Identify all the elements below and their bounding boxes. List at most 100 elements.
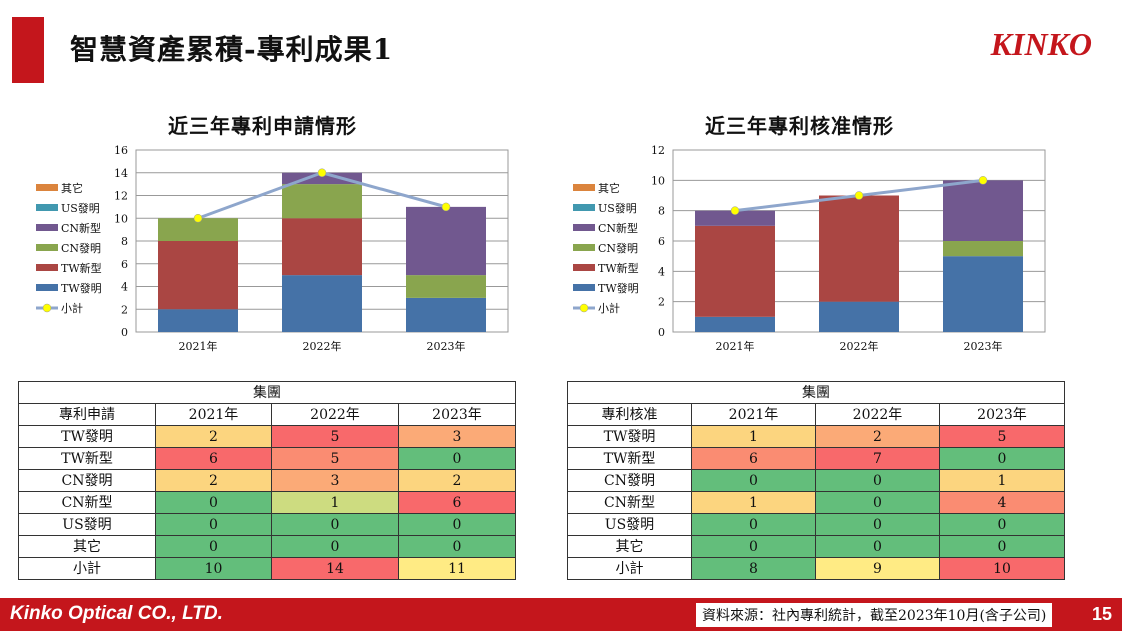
- x-tick-label: 2023年: [964, 339, 1003, 353]
- legend-swatch: [36, 184, 58, 191]
- row-label: US發明: [18, 513, 156, 536]
- legend-swatch: [36, 264, 58, 271]
- grants-table: 集團 專利核准 2021年 2022年 2023年 TW發明 1 2 5 TW新型 6 7 0 CN發明 0…: [567, 381, 1065, 580]
- corner-header: 專利核准: [567, 403, 692, 426]
- legend-label: CN新型: [598, 221, 638, 235]
- total-marker: [978, 176, 988, 185]
- value-cell: 8: [691, 557, 816, 580]
- row-label: 其它: [567, 535, 692, 558]
- applications-chart: 0 2 4 6 8 10 12 14 16 2021年 2022年 2023年 其它 US發明 CN新型 CN…: [36, 144, 509, 353]
- bar-segment: [406, 297, 486, 332]
- table-row: 其它 0 0 0: [18, 535, 516, 558]
- y-tick-label: 12: [651, 144, 665, 157]
- table-row: US發明 0 0 0: [567, 513, 1065, 536]
- table-row: TW發明 1 2 5: [567, 425, 1065, 448]
- y-tick-label: 16: [114, 144, 128, 157]
- y-tick-label: 4: [658, 265, 665, 278]
- value-cell: 0: [691, 469, 816, 492]
- y-tick-label: 6: [658, 235, 665, 248]
- y-tick-label: 8: [121, 235, 128, 248]
- group-header-row: 集團: [567, 381, 1065, 404]
- value-cell: 3: [398, 425, 516, 448]
- value-cell: 0: [398, 513, 516, 536]
- corner-header: 專利申請: [18, 403, 156, 426]
- value-cell: 10: [939, 557, 1065, 580]
- value-cell: 6: [155, 447, 272, 470]
- bar-segment: [695, 225, 775, 317]
- total-marker: [441, 202, 451, 212]
- page-title: 智慧資產累積-專利成果1: [70, 33, 394, 66]
- x-tick-label: 2023年: [427, 339, 466, 353]
- table-row: 小計 10 14 11: [18, 557, 516, 580]
- row-label: CN新型: [567, 491, 692, 514]
- row-label: TW新型: [18, 447, 156, 470]
- x-tick-label: 2022年: [840, 339, 879, 353]
- table-row: CN發明 0 0 1: [567, 469, 1065, 492]
- row-label: US發明: [567, 513, 692, 536]
- value-cell: 0: [691, 535, 816, 558]
- table-row: CN新型 1 0 4: [567, 491, 1065, 514]
- value-cell: 0: [939, 535, 1065, 558]
- bar-segment: [282, 184, 362, 219]
- row-label: TW新型: [567, 447, 692, 470]
- row-label: CN新型: [18, 491, 156, 514]
- total-marker: [317, 168, 327, 177]
- value-cell: 14: [271, 557, 399, 580]
- value-cell: 0: [815, 535, 940, 558]
- group-header: 集團: [567, 381, 1065, 404]
- value-cell: 0: [155, 491, 272, 514]
- y-tick-label: 12: [114, 190, 128, 203]
- grants-chart: 0 2 4 6 8 10 12 2021年 2022年 2023年 其它 US發明 CN新型 CN發明 TW…: [573, 144, 1046, 353]
- x-tick-label: 2021年: [179, 339, 218, 353]
- value-cell: 0: [271, 513, 399, 536]
- kinko-logo: KINKO: [990, 26, 1092, 62]
- applications-table: 集團 專利申請 2021年 2022年 2023年 TW發明 2 5 3 TW新型 6 5 0 CN發明 2…: [18, 381, 516, 580]
- table-row: TW發明 2 5 3: [18, 425, 516, 448]
- footer-bar: Kinko Optical CO., LTD. 資料來源：社內專利統計，截至20…: [0, 598, 1122, 631]
- group-header-row: 集團: [18, 381, 516, 404]
- value-cell: 11: [398, 557, 516, 580]
- value-cell: 0: [155, 535, 272, 558]
- y-tick-label: 8: [658, 205, 665, 218]
- year-header: 2021年: [155, 403, 272, 426]
- value-cell: 5: [271, 425, 399, 448]
- year-header: 2022年: [271, 403, 399, 426]
- value-cell: 10: [155, 557, 272, 580]
- value-cell: 2: [155, 425, 272, 448]
- bar-segment: [943, 256, 1023, 332]
- legend-swatch: [36, 284, 58, 291]
- year-header: 2022年: [815, 403, 940, 426]
- value-cell: 5: [271, 447, 399, 470]
- data-source-note: 資料來源：社內專利統計，截至2023年10月(含子公司): [696, 603, 1053, 627]
- bar-segment: [695, 210, 775, 226]
- legend-label: TW新型: [61, 261, 102, 275]
- bar-segment: [406, 206, 486, 276]
- legend-label: 其它: [61, 181, 83, 195]
- y-tick-label: 0: [658, 326, 665, 339]
- value-cell: 3: [271, 469, 399, 492]
- page-number: 15: [1091, 604, 1112, 624]
- legend-label: 其它: [598, 181, 620, 195]
- x-tick-label: 2021年: [716, 339, 755, 353]
- value-cell: 6: [398, 491, 516, 514]
- value-cell: 0: [271, 535, 399, 558]
- value-cell: 0: [398, 535, 516, 558]
- legend-line-marker: [579, 303, 589, 313]
- legend-swatch: [573, 244, 595, 251]
- legend-label: CN發明: [61, 241, 101, 255]
- total-marker: [730, 206, 740, 215]
- y-tick-label: 10: [651, 174, 665, 187]
- row-label: 其它: [18, 535, 156, 558]
- value-cell: 0: [815, 513, 940, 536]
- legend-swatch: [573, 224, 595, 231]
- legend-label: CN新型: [61, 221, 101, 235]
- value-cell: 2: [815, 425, 940, 448]
- chart-title-applications: 近三年專利申請情形: [168, 114, 357, 138]
- value-cell: 5: [939, 425, 1065, 448]
- company-name: Kinko Optical CO., LTD.: [10, 603, 223, 624]
- y-tick-label: 4: [121, 281, 128, 294]
- title-accent-bar: [12, 17, 44, 83]
- value-cell: 0: [939, 513, 1065, 536]
- table-row: US發明 0 0 0: [18, 513, 516, 536]
- value-cell: 7: [815, 447, 940, 470]
